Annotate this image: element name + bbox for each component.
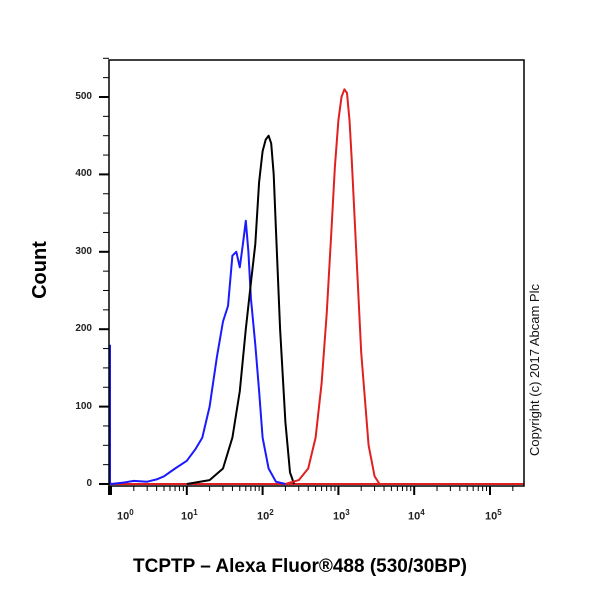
series-blue [109,219,286,485]
series-black [186,134,296,485]
y-tick-300: 300 [75,246,92,257]
plot-frame [108,59,525,487]
y-axis-label: Count [29,241,51,299]
y-tick-500: 500 [75,91,92,102]
x-tick-1e1: 101 [181,508,198,523]
copyright-text: Copyright (c) 2017 Abcam Plc [527,284,542,456]
y-tick-100: 100 [75,401,92,412]
x-tick-1e3: 103 [333,508,350,523]
y-tick-400: 400 [75,168,92,179]
x-tick-1e0: 100 [117,508,134,523]
x-tick-1e2: 102 [257,508,274,523]
series-red [285,88,381,485]
y-tick-0: 0 [86,478,92,489]
x-axis-label: TCPTP – Alexa Fluor®488 (530/30BP) [133,556,467,577]
x-tick-1e4: 104 [408,508,425,523]
y-tick-200: 200 [75,323,92,334]
x-tick-1e5: 105 [485,508,502,523]
